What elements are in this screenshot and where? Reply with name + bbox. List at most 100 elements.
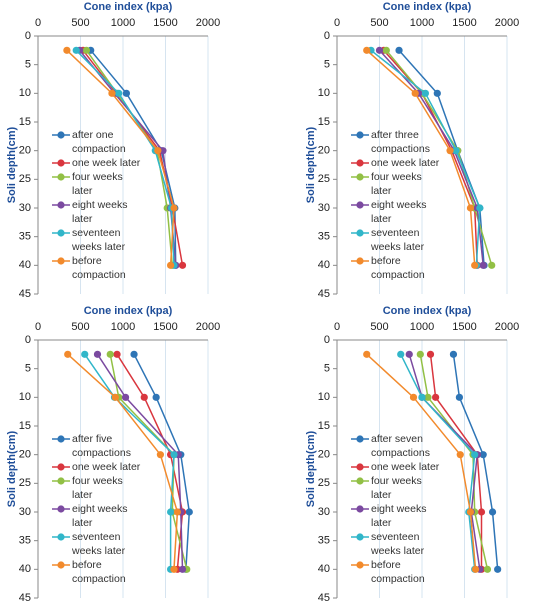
x-tick-label: 1000 <box>111 17 135 29</box>
legend-label: seventeen weeks later <box>72 227 126 253</box>
y-tick-label: 30 <box>318 202 330 214</box>
legend-icon <box>52 229 70 237</box>
legend-marker <box>356 159 364 167</box>
x-axis-title: Cone index (kpa) <box>383 1 472 13</box>
y-tick-label: 15 <box>318 420 330 432</box>
legend: after seven compactions one week later fou… <box>351 432 446 585</box>
point <box>456 451 464 459</box>
legend-marker <box>57 229 65 237</box>
legend-label: before compaction <box>371 559 425 585</box>
legend-item: eight weeks later <box>351 198 446 226</box>
legend-icon <box>52 477 70 485</box>
legend-item: eight weeks later <box>52 502 147 530</box>
point <box>93 350 102 358</box>
legend-item: one week later <box>351 156 446 170</box>
x-axis-title: Cone index (kpa) <box>84 305 173 317</box>
y-tick-label: 40 <box>19 259 31 271</box>
point <box>82 46 91 54</box>
legend-item: seventeen weeks later <box>52 226 147 254</box>
legend-marker <box>57 561 65 569</box>
legend-marker <box>356 257 364 265</box>
x-tick-label: 2000 <box>495 321 519 333</box>
x-tick-label: 1500 <box>153 17 177 29</box>
legend-icon <box>52 561 70 569</box>
y-tick-label: 10 <box>318 391 330 403</box>
legend-label: after five compactions <box>72 433 131 459</box>
point <box>488 508 497 516</box>
legend-marker <box>356 463 364 471</box>
point <box>122 89 130 97</box>
legend-item: after one compaction <box>52 128 147 156</box>
legend-item: before compaction <box>52 254 147 282</box>
legend-icon <box>52 173 70 181</box>
legend-label: before compaction <box>371 255 425 281</box>
y-axis-title: Soli depth(cm) <box>305 430 317 507</box>
point <box>476 204 484 212</box>
legend-marker <box>57 201 65 209</box>
y-tick-label: 5 <box>324 363 330 375</box>
chart: Cone index (kpa) Soli depth(cm) 0 500 1000 15… <box>305 1 519 300</box>
point <box>72 46 80 54</box>
point <box>426 350 435 358</box>
point <box>113 350 121 358</box>
point <box>488 261 496 269</box>
legend-icon <box>351 229 369 237</box>
point <box>178 565 187 573</box>
legend-label: four weeks later <box>72 171 123 197</box>
y-tick-label: 10 <box>19 87 31 99</box>
legend-label: after one compaction <box>72 129 126 155</box>
legend-item: eight weeks later <box>52 198 147 226</box>
legend-label: eight weeks later <box>371 199 427 225</box>
x-tick-label: 1500 <box>153 321 177 333</box>
legend-marker <box>57 173 65 181</box>
y-tick-label: 35 <box>19 231 31 243</box>
legend-marker <box>57 257 65 265</box>
legend-item: seventeen weeks later <box>351 226 446 254</box>
legend-marker <box>57 505 65 513</box>
y-tick-label: 5 <box>25 363 31 375</box>
x-tick-label: 0 <box>334 321 340 333</box>
legend-item: one week later <box>351 460 446 474</box>
legend-item: four weeks later <box>52 170 147 198</box>
legend-item: after seven compactions <box>351 432 446 460</box>
point <box>152 393 160 401</box>
legend-icon <box>52 257 70 265</box>
y-tick-label: 30 <box>19 506 31 518</box>
y-tick-label: 30 <box>318 506 330 518</box>
point <box>432 393 440 401</box>
point <box>170 204 178 212</box>
y-tick-label: 40 <box>19 563 31 575</box>
legend-icon <box>351 257 369 265</box>
y-tick-label: 45 <box>19 592 31 604</box>
x-tick-label: 500 <box>71 321 89 333</box>
legend-marker <box>356 201 364 209</box>
legend-label: eight weeks later <box>72 199 128 225</box>
legend-box: after three compactions one week later fou… <box>351 128 446 282</box>
point <box>375 46 384 54</box>
chart: Cone index (kpa) Soli depth(cm) 0 500 1000 15… <box>6 305 220 604</box>
point <box>416 350 424 358</box>
point <box>446 147 454 155</box>
y-axis-title: Soli depth(cm) <box>6 430 18 507</box>
point <box>63 46 71 54</box>
y-tick-label: 5 <box>324 59 330 71</box>
legend-icon <box>351 173 369 181</box>
legend: after three compactions one week later fou… <box>351 128 446 282</box>
point <box>471 451 479 459</box>
point <box>397 350 405 358</box>
legend-item: after five compactions <box>52 432 147 460</box>
point <box>64 350 72 358</box>
legend-icon <box>351 159 369 167</box>
legend-marker <box>57 435 65 443</box>
point <box>421 89 429 97</box>
legend-marker <box>57 477 65 485</box>
legend-icon <box>351 505 369 513</box>
point <box>167 508 175 516</box>
legend-marker <box>356 435 364 443</box>
legend-marker <box>356 505 364 513</box>
legend-label: eight weeks later <box>371 503 427 529</box>
point <box>156 451 164 459</box>
x-axis-title: Cone index (kpa) <box>84 1 173 13</box>
legend-item: seventeen weeks later <box>52 530 147 558</box>
